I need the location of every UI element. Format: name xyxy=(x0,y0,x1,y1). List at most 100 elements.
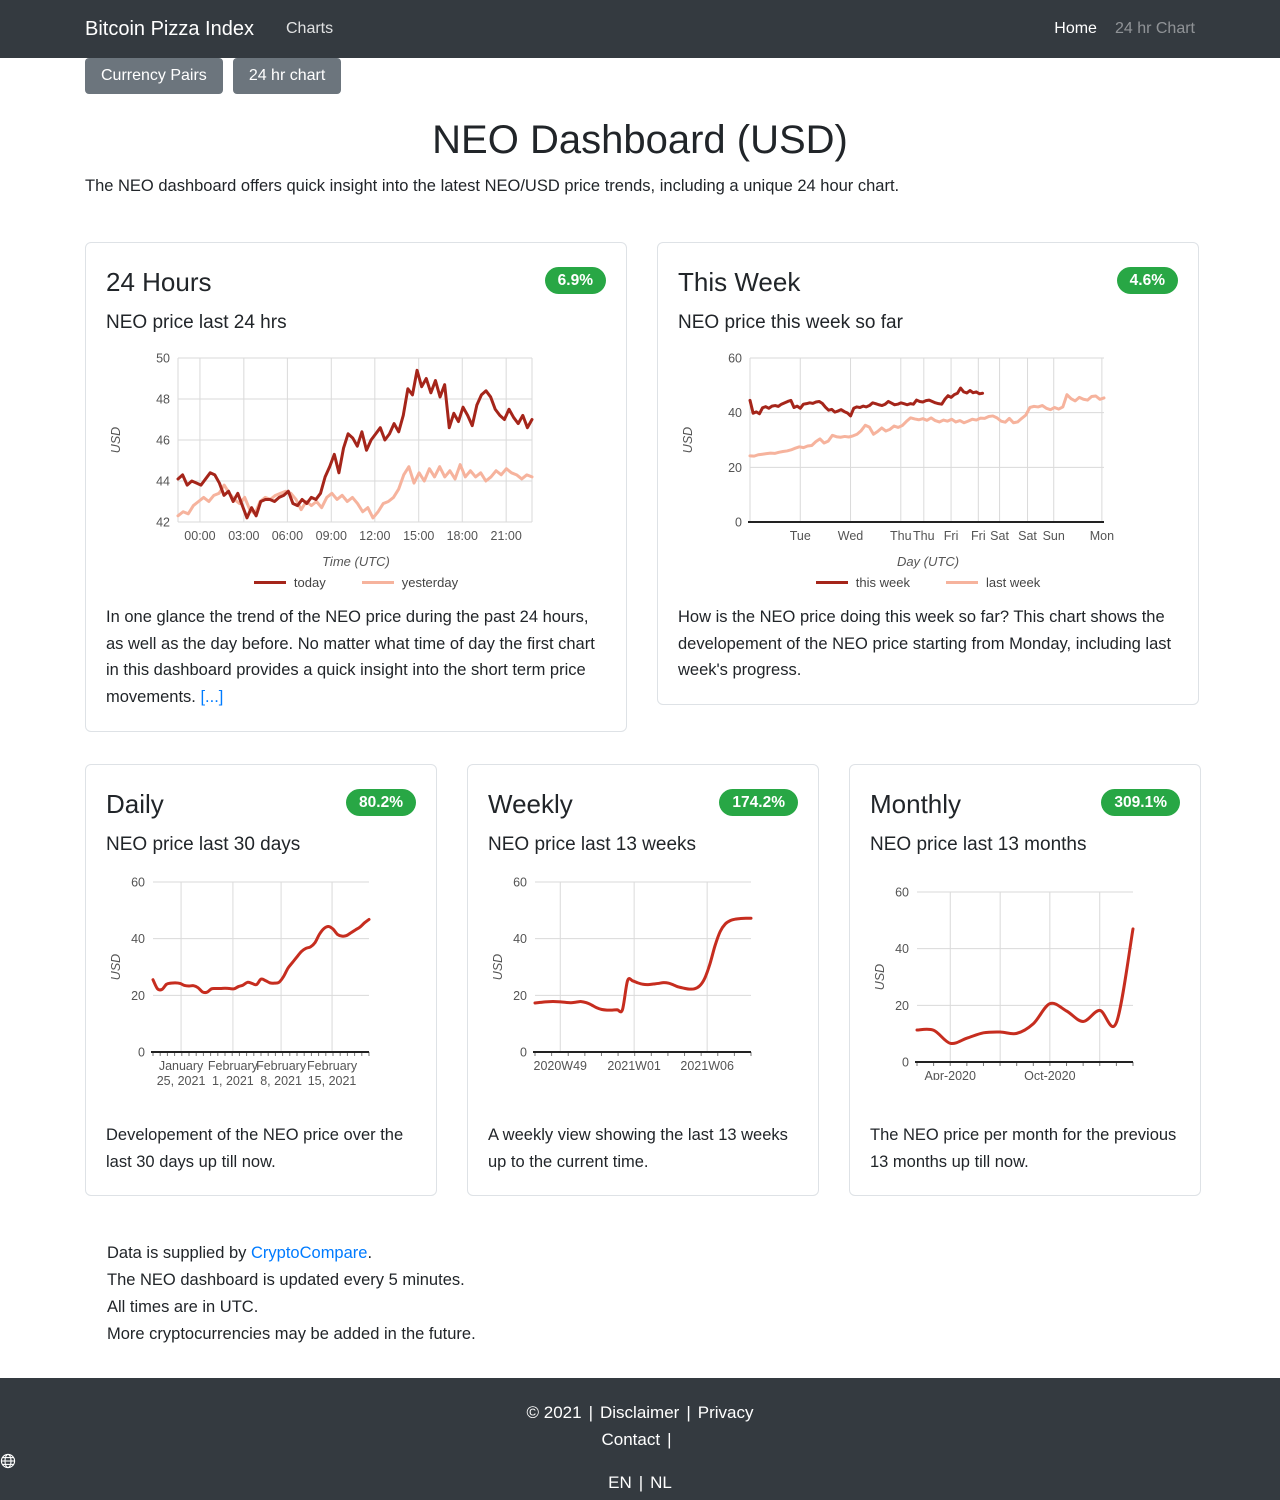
nav-24hr-chart-link[interactable]: 24 hr Chart xyxy=(1114,20,1195,37)
svg-text:20: 20 xyxy=(728,461,742,475)
brand-link[interactable]: Bitcoin Pizza Index xyxy=(85,17,254,40)
svg-text:USD: USD xyxy=(491,954,505,980)
cryptocompare-link[interactable]: CryptoCompare xyxy=(251,1244,368,1263)
chart-daily: 0 20 40 60 January 25, 2021 February 1, 2021 Feb… xyxy=(106,870,416,1108)
separator: | xyxy=(686,1403,691,1422)
svg-text:2020W49: 2020W49 xyxy=(534,1059,588,1073)
svg-text:03:00: 03:00 xyxy=(228,529,259,543)
svg-text:09:00: 09:00 xyxy=(316,529,347,543)
separator: | xyxy=(588,1403,593,1422)
note-data-source-prefix: Data is supplied by xyxy=(107,1244,251,1263)
card-monthly-change-badge: 309.1% xyxy=(1101,788,1180,817)
svg-text:Mon: Mon xyxy=(1090,529,1114,543)
card-24-hours-description: In one glance the trend of the NEO price… xyxy=(106,604,606,711)
svg-text:20: 20 xyxy=(131,989,145,1003)
chart-weekly: 0 20 40 60 2020W49 2021W01 2021W06 USD xyxy=(488,870,798,1108)
svg-text:Fri: Fri xyxy=(944,529,959,543)
chart-monthly: 0 20 40 60 Apr-2020 Oct-2020 USD xyxy=(870,870,1180,1108)
svg-text:40: 40 xyxy=(895,942,909,956)
svg-text:46: 46 xyxy=(156,434,170,448)
svg-text:60: 60 xyxy=(513,875,527,889)
contact-link[interactable]: Contact xyxy=(601,1430,661,1449)
svg-text:40: 40 xyxy=(131,932,145,946)
card-weekly-title: Weekly xyxy=(488,788,573,819)
card-daily: Daily 80.2% NEO price last 30 days 0 20 40… xyxy=(85,763,437,1197)
card-weekly-subtitle: NEO price last 13 weeks xyxy=(488,833,697,855)
card-daily-change-badge: 80.2% xyxy=(346,788,416,817)
svg-text:20: 20 xyxy=(513,989,527,1003)
svg-text:USD: USD xyxy=(109,427,123,453)
svg-text:40: 40 xyxy=(513,932,527,946)
card-this-week-title: This Week xyxy=(678,267,801,297)
svg-text:0: 0 xyxy=(138,1045,145,1059)
notes-block: Data is supplied by CryptoCompare. The N… xyxy=(107,1240,1195,1348)
page-title: NEO Dashboard (USD) xyxy=(432,118,848,162)
svg-text:Apr-2020: Apr-2020 xyxy=(925,1069,976,1080)
chart-24-hours-xlabel: Time (UTC) xyxy=(322,554,390,569)
svg-text:Tue: Tue xyxy=(790,529,811,543)
24hr-chart-button[interactable]: 24 hr chart xyxy=(232,58,342,94)
card-daily-title: Daily xyxy=(106,788,164,819)
legend-label-today: today xyxy=(293,575,326,590)
card-24-hours-description-text: In one glance the trend of the NEO price… xyxy=(106,608,595,707)
separator: | xyxy=(667,1430,672,1449)
svg-text:60: 60 xyxy=(728,352,742,366)
svg-text:60: 60 xyxy=(131,875,145,889)
svg-text:Oct-2020: Oct-2020 xyxy=(1024,1069,1075,1080)
chart-this-week-xlabel: Day (UTC) xyxy=(896,554,960,569)
legend-label-last-week: last week xyxy=(986,575,1041,590)
today-line-swatch xyxy=(253,581,286,584)
svg-text:15:00: 15:00 xyxy=(403,529,434,543)
card-24-hours-title: 24 Hours xyxy=(106,267,212,297)
svg-text:USD: USD xyxy=(681,427,695,453)
svg-text:44: 44 xyxy=(156,475,170,489)
svg-text:Sat: Sat xyxy=(1018,529,1037,543)
navbar-right: Home 24 hr Chart xyxy=(1054,20,1195,38)
svg-text:Thu: Thu xyxy=(890,529,912,543)
card-this-week-subtitle: NEO price this week so far xyxy=(678,312,903,333)
main-content: Currency Pairs 24 hr chart NEO Dashboard… xyxy=(70,58,1210,1378)
disclaimer-link[interactable]: Disclaimer xyxy=(600,1403,680,1422)
chart-weekly-plot: 0 20 40 60 2020W49 2021W01 2021W06 USD xyxy=(491,875,753,1073)
privacy-link[interactable]: Privacy xyxy=(697,1403,754,1422)
svg-text:00:00: 00:00 xyxy=(184,529,215,543)
lang-nl-link[interactable]: NL xyxy=(650,1473,672,1492)
svg-text:48: 48 xyxy=(156,393,170,407)
nav-charts-link[interactable]: Charts xyxy=(285,20,334,37)
card-monthly-title: Monthly xyxy=(870,788,962,819)
svg-text:60: 60 xyxy=(895,885,909,899)
svg-text:USD: USD xyxy=(873,964,887,990)
svg-text:18:00: 18:00 xyxy=(447,529,478,543)
note-data-source: Data is supplied by CryptoCompare. xyxy=(107,1240,1195,1267)
chart-monthly-plot: 0 20 40 60 Apr-2020 Oct-2020 USD xyxy=(873,885,1135,1080)
footer: © 2021 | Disclaimer | Privacy Contact | EN | NL xyxy=(0,1378,1280,1500)
nav-home-link[interactable]: Home xyxy=(1054,20,1097,37)
svg-text:2021W06: 2021W06 xyxy=(680,1059,734,1073)
page-intro: The NEO dashboard offers quick insight i… xyxy=(85,177,900,195)
card-monthly-subtitle: NEO price last 13 months xyxy=(870,833,1087,855)
svg-text:06:00: 06:00 xyxy=(272,529,303,543)
yesterday-line-swatch xyxy=(361,581,394,584)
svg-text:Fri: Fri xyxy=(971,529,986,543)
svg-text:Wed: Wed xyxy=(838,529,864,543)
legend-label-yesterday: yesterday xyxy=(401,575,459,590)
svg-text:2021W01: 2021W01 xyxy=(607,1059,661,1073)
currency-pairs-button[interactable]: Currency Pairs xyxy=(85,58,223,94)
svg-text:20: 20 xyxy=(895,999,909,1013)
read-more-link[interactable]: [...] xyxy=(200,688,224,707)
svg-text:0: 0 xyxy=(902,1055,909,1069)
note-update-interval: The NEO dashboard is updated every 5 min… xyxy=(107,1271,465,1290)
globe-icon xyxy=(0,1453,16,1469)
card-this-week-change-badge: 4.6% xyxy=(1116,266,1178,295)
footer-line-2: Contact | EN | NL xyxy=(0,1426,1280,1496)
svg-text:0: 0 xyxy=(735,516,742,530)
lang-en-link[interactable]: EN xyxy=(608,1473,632,1492)
svg-text:0: 0 xyxy=(520,1045,527,1059)
navbar: Bitcoin Pizza Index Charts Home 24 hr Ch… xyxy=(0,0,1280,58)
card-monthly-description: The NEO price per month for the previous… xyxy=(870,1125,1177,1171)
